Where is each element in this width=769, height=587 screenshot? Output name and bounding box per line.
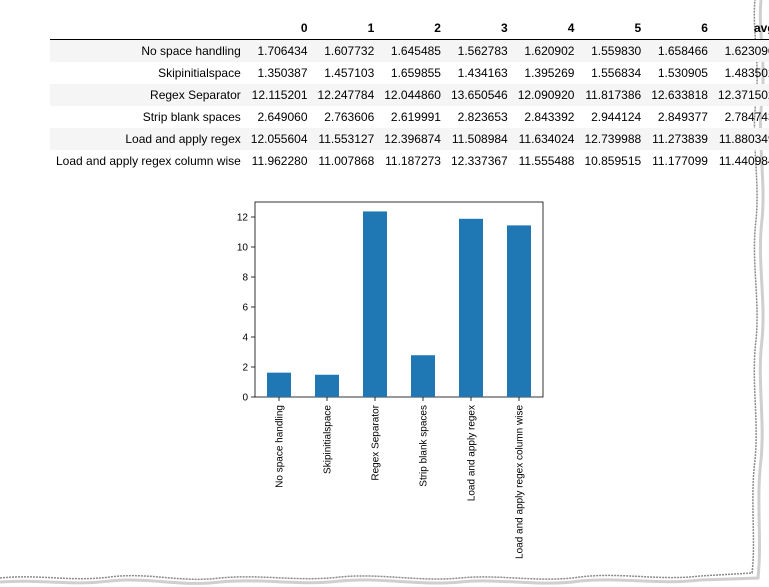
y-tick-label: 6 — [242, 303, 248, 314]
table-cell: 11.553127 — [312, 128, 380, 150]
table-cell: 12.044860 — [379, 84, 446, 106]
table-header-index — [50, 17, 246, 40]
table-cell: 1.623090 — [712, 39, 769, 62]
table-row-label: Load and apply regex column wise — [56, 154, 241, 168]
table-cell: 12.115201 — [245, 84, 313, 106]
x-tick-label: Load and apply regex — [467, 405, 478, 501]
table-cell: 1.607732 — [312, 39, 380, 62]
table-cell: 2.944124 — [591, 110, 642, 124]
table-header-col-6: 6 — [646, 17, 713, 40]
table-cell: 1.395269 — [524, 66, 575, 80]
x-tick-label: Load and apply regex column wise — [515, 405, 526, 559]
table-cell: 1.620902 — [512, 39, 580, 62]
y-tick-label: 10 — [237, 243, 249, 254]
table-header-col-0: 0 — [245, 17, 313, 40]
table-header-col-5: 5 — [579, 17, 647, 40]
bar — [315, 374, 339, 397]
table-cell: 1.483502 — [724, 66, 769, 80]
plot-area-frame — [254, 201, 544, 398]
table-cell: 1.457103 — [324, 66, 375, 80]
table-row-label: No space handling — [50, 39, 246, 62]
table-row: Load and apply regex 12.055604 11.553127 12… — [50, 128, 769, 150]
bar — [459, 218, 483, 397]
table-row: Load and apply regex column wise 11.96228… — [50, 150, 769, 172]
table-cell: 2.619991 — [390, 110, 441, 124]
x-axis: No space handling Skipinitialspace Regex S… — [275, 397, 526, 559]
table-cell: 12.739988 — [579, 128, 647, 150]
table-cell: 1.530905 — [657, 66, 708, 80]
table-header-col-2: 2 — [379, 17, 446, 40]
y-axis: 0 2 4 6 8 10 12 — [237, 213, 255, 404]
table-cell: 11.817386 — [579, 84, 647, 106]
table-cell: 2.784743 — [724, 110, 769, 124]
table-cell: 12.247784 — [312, 84, 380, 106]
table-cell: 1.562783 — [445, 39, 513, 62]
table-cell: 1.350387 — [257, 66, 308, 80]
table-cell: 12.396874 — [379, 128, 446, 150]
table-cell: 11.634024 — [512, 128, 580, 150]
table-header-col-3: 3 — [445, 17, 513, 40]
table-cell: 2.763606 — [324, 110, 375, 124]
table-header-row: 0 1 2 3 4 5 6 avg — [50, 17, 769, 40]
y-tick-label: 4 — [242, 333, 248, 344]
table-cell: 11.880349 — [712, 128, 769, 150]
table-cell: 11.177099 — [652, 154, 708, 168]
table-cell: 12.337367 — [450, 154, 508, 168]
y-tick-label: 2 — [242, 363, 248, 374]
table-row-label: Skipinitialspace — [158, 66, 241, 80]
table-cell: 11.440984 — [718, 154, 769, 168]
table-cell: 11.007868 — [318, 154, 375, 168]
table-cell: 12.633818 — [646, 84, 713, 106]
table-cell: 11.187273 — [385, 154, 441, 168]
table-cell: 12.055604 — [245, 128, 313, 150]
table-cell: 1.434163 — [457, 66, 508, 80]
table-row: Skipinitialspace 1.350387 1.457103 1.659855… — [50, 62, 769, 84]
table-cell: 1.645485 — [379, 39, 446, 62]
bars-group — [267, 211, 531, 397]
bar — [507, 225, 531, 397]
table-cell: 11.508984 — [445, 128, 513, 150]
x-tick-label: Strip blank spaces — [419, 405, 430, 487]
table-cell: 10.859515 — [584, 154, 642, 168]
y-tick-label: 8 — [242, 273, 248, 284]
table-cell: 13.650546 — [445, 84, 513, 106]
table-cell: 2.823653 — [457, 110, 508, 124]
table-cell: 2.649060 — [257, 110, 308, 124]
table-row: Strip blank spaces 2.649060 2.763606 2.6199… — [50, 106, 769, 128]
table-cell: 2.849377 — [657, 110, 708, 124]
bar — [267, 372, 291, 397]
x-tick-label: Skipinitialspace — [323, 405, 334, 474]
x-tick-label: Regex Separator — [371, 404, 382, 480]
table-cell: 2.843392 — [524, 110, 575, 124]
table-header-col-4: 4 — [512, 17, 580, 40]
table-cell: 1.559830 — [579, 39, 647, 62]
table-cell: 11.962280 — [251, 154, 308, 168]
table-cell: 12.090920 — [512, 84, 580, 106]
x-tick-label: No space handling — [275, 405, 286, 488]
table-row-label: Strip blank spaces — [142, 110, 241, 124]
table-cell: 1.706434 — [245, 39, 313, 62]
bar-chart: 0 2 4 6 8 10 12 No space handling Skipinitialsp… — [237, 201, 544, 559]
table-row: No space handling 1.706434 1.607732 1.64548… — [50, 39, 769, 62]
y-tick-label: 0 — [242, 393, 248, 404]
table-row: Regex Separator 12.115201 12.247784 12.0448… — [50, 84, 769, 106]
table-cell: 12.371502 — [712, 84, 769, 106]
table-cell: 1.659855 — [390, 66, 441, 80]
table-cell: 11.273839 — [646, 128, 713, 150]
dataframe-table: 0 1 2 3 4 5 6 avg No space handling1.706… — [50, 17, 769, 172]
bar — [363, 211, 387, 397]
table-row-label: Load and apply regex — [50, 128, 246, 150]
table-cell: 1.556834 — [591, 66, 642, 80]
table-header-col-1: 1 — [312, 17, 380, 40]
table-row-label: Regex Separator — [50, 84, 246, 106]
table-header-col-avg: avg — [712, 17, 769, 40]
table-cell: 11.555488 — [518, 154, 575, 168]
bar — [411, 355, 435, 397]
y-tick-label: 12 — [237, 213, 249, 224]
table-cell: 1.658466 — [646, 39, 713, 62]
